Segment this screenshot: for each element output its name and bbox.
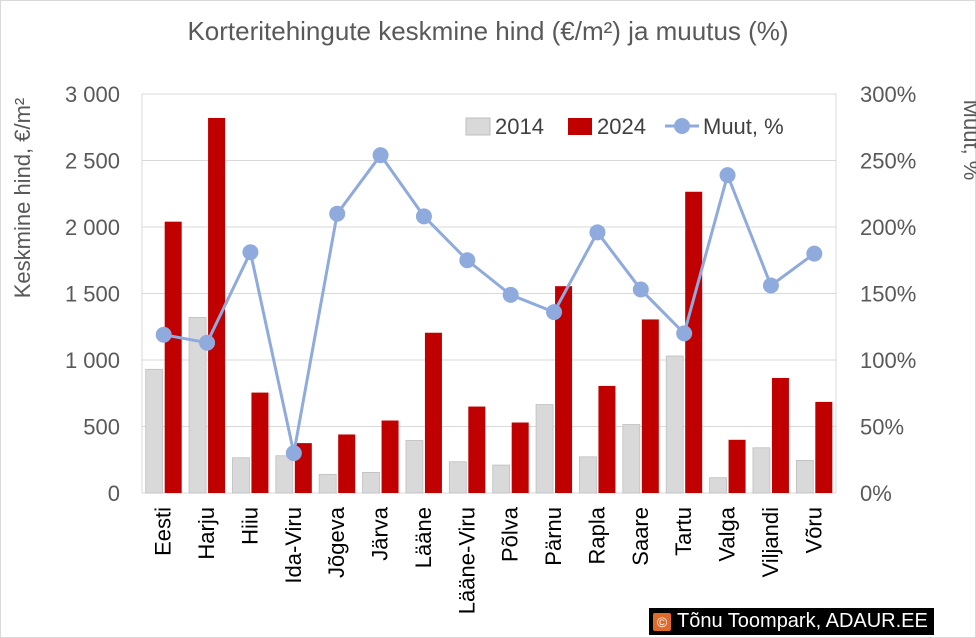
right-tick-label: 200% — [860, 215, 916, 240]
bar-2024-Eesti — [164, 221, 182, 493]
copyright-badge: © Tõnu Toompark, ADAUR.EE — [649, 608, 934, 635]
bars — [145, 117, 833, 494]
bar-2024-Valga — [728, 439, 746, 493]
left-tick-label: 0 — [108, 481, 120, 506]
category-label: Hiiu — [237, 507, 262, 545]
legend: 2014 2024 Muut, % — [465, 114, 784, 139]
category-label: Ida-Viru — [281, 507, 306, 584]
bar-2014-Jõgeva — [318, 473, 337, 494]
bar-2014-Lääne-Viru — [448, 461, 467, 494]
bar-2014-Võru — [795, 460, 814, 494]
copyright-icon: © — [653, 612, 671, 631]
bar-2014-Tartu — [665, 355, 684, 494]
bar-2024-Hiiu — [251, 392, 269, 493]
bar-2014-Lääne — [405, 440, 424, 494]
bar-2014-Eesti — [145, 368, 164, 494]
change-point-Saare — [632, 281, 649, 298]
category-label: Jõgeva — [324, 506, 349, 578]
legend-swatch-2024 — [568, 118, 592, 135]
bar-2014-Ida-Viru — [275, 455, 294, 494]
category-label: Tartu — [671, 507, 696, 556]
right-axis-ticks: 0% 50% 100% 150% 200% 250% 300% — [860, 82, 916, 506]
bar-2024-Pärnu — [555, 286, 573, 493]
bar-2024-Jõgeva — [338, 434, 356, 493]
left-tick-label: 2 000 — [65, 215, 120, 240]
bar-2014-Järva — [362, 471, 380, 494]
chart-title: Korteritehingute keskmine hind (€/m²) ja… — [187, 16, 788, 46]
change-line-path — [163, 153, 816, 455]
category-label: Lääne — [411, 507, 436, 568]
change-point-Valga — [719, 167, 736, 184]
bar-2024-Rapla — [598, 385, 616, 493]
legend-label-2014: 2014 — [495, 114, 544, 139]
legend-swatch-marker — [674, 118, 690, 134]
category-label: Järva — [368, 506, 393, 561]
change-point-Põlva — [502, 286, 519, 303]
change-point-Võru — [806, 245, 823, 262]
legend-label-change: Muut, % — [703, 114, 784, 139]
category-label: Rapla — [584, 506, 609, 564]
bar-2024-Põlva — [511, 422, 529, 493]
category-label: Harju — [194, 507, 219, 560]
change-point-Harju — [199, 334, 216, 351]
bar-2014-Pärnu — [535, 404, 554, 494]
category-labels: Eesti Harju Hiiu Ida-Viru Jõgeva Järva Lääne Lä… — [151, 506, 827, 614]
bar-2014-Hiiu — [232, 457, 250, 494]
change-point-Lääne — [415, 208, 432, 225]
right-tick-label: 150% — [860, 282, 916, 307]
legend-swatch-2014 — [465, 117, 491, 136]
bar-2024-Tartu — [685, 191, 703, 493]
category-label: Saare — [628, 507, 653, 566]
category-label: Pärnu — [541, 507, 566, 566]
category-label: Lääne-Viru — [454, 507, 479, 614]
left-tick-label: 1 500 — [65, 282, 120, 307]
bar-2014-Põlva — [492, 464, 511, 494]
right-tick-label: 50% — [860, 415, 904, 440]
bar-2024-Järva — [381, 420, 399, 493]
category-label: Eesti — [151, 507, 176, 556]
bar-2024-Saare — [641, 319, 659, 493]
bar-2024-Lääne — [424, 332, 442, 493]
left-axis-ticks: 0 500 1 000 1 500 2 000 2 500 3 000 — [65, 82, 120, 506]
bar-2014-Viljandi — [752, 447, 771, 494]
legend-label-2024: 2024 — [597, 114, 646, 139]
category-label: Võru — [801, 507, 826, 553]
right-tick-label: 300% — [860, 82, 916, 107]
change-point-Lääne-Viru — [459, 252, 476, 269]
change-point-Rapla — [589, 224, 606, 241]
left-axis-title: Keskmine hind, €/m² — [10, 98, 35, 299]
change-point-Ida-Viru — [285, 445, 302, 462]
gridlines — [141, 93, 837, 494]
left-tick-label: 2 500 — [65, 149, 120, 174]
change-point-Jõgeva — [329, 205, 346, 222]
right-tick-label: 100% — [860, 348, 916, 373]
bar-2014-Valga — [709, 477, 727, 494]
right-tick-label: 0% — [860, 481, 892, 506]
right-tick-label: 250% — [860, 149, 916, 174]
bar-2014-Rapla — [579, 456, 597, 494]
category-label: Viljandi — [758, 507, 783, 578]
bar-2024-Võru — [815, 401, 833, 493]
copyright-text: Tõnu Toompark, ADAUR.EE — [677, 610, 928, 632]
left-tick-label: 1 000 — [65, 348, 120, 373]
bar-2024-Harju — [208, 117, 226, 493]
category-label: Valga — [715, 506, 740, 561]
change-point-Pärnu — [546, 304, 563, 321]
bar-2014-Saare — [622, 424, 641, 494]
category-label: Põlva — [498, 506, 523, 562]
left-tick-label: 3 000 — [65, 82, 120, 107]
change-point-Tartu — [676, 325, 693, 342]
bar-2014-Harju — [188, 317, 207, 494]
change-point-Eesti — [155, 326, 172, 343]
change-point-Hiiu — [242, 244, 259, 261]
change-line — [155, 147, 823, 462]
bar-2024-Lääne-Viru — [468, 406, 486, 493]
left-tick-label: 500 — [83, 415, 120, 440]
change-point-Viljandi — [762, 277, 779, 294]
bar-2024-Viljandi — [771, 377, 789, 493]
change-point-Järva — [372, 147, 389, 164]
right-axis-title: Muut, % — [959, 100, 976, 181]
